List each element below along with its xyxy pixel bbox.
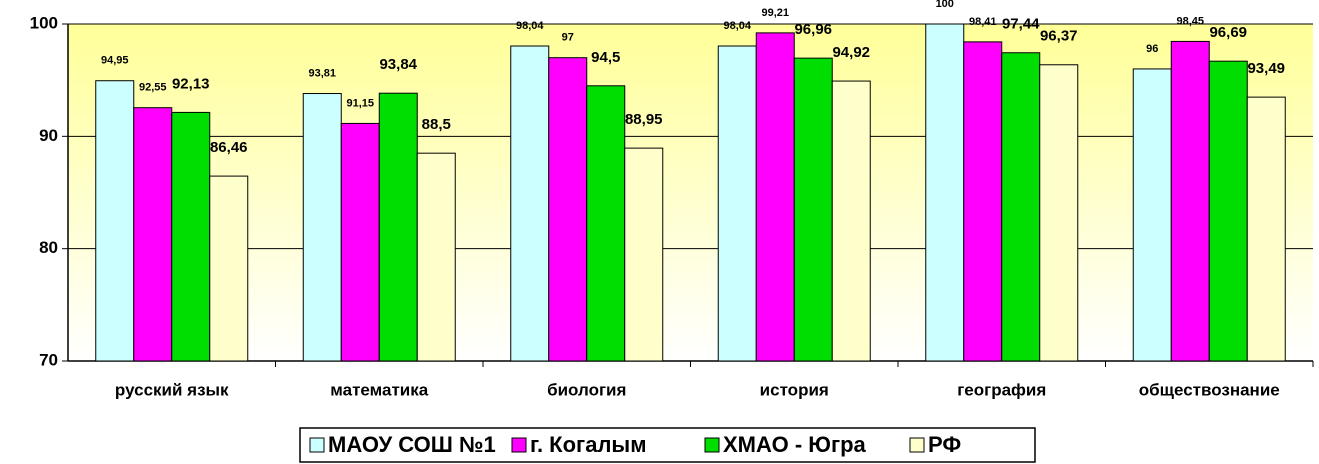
legend-swatch — [309, 437, 325, 453]
bar — [340, 122, 380, 362]
legend-label: ХМАО - Югра — [723, 432, 867, 457]
data-label: 91,15 — [346, 97, 374, 109]
x-tick-label: русский язык — [115, 380, 229, 399]
data-label: 94,5 — [591, 49, 620, 66]
data-label: 94,92 — [832, 44, 870, 61]
bar — [925, 23, 965, 362]
x-tick-label: история — [760, 380, 829, 399]
legend-swatch — [909, 437, 925, 453]
data-label: 98,45 — [1176, 15, 1204, 27]
x-tick-label: биология — [547, 380, 626, 399]
bar — [831, 80, 871, 362]
bar — [302, 93, 342, 362]
data-label: 97 — [562, 32, 574, 44]
bar — [95, 80, 135, 362]
data-label: 96,69 — [1209, 24, 1247, 41]
y-tick-label: 70 — [39, 350, 58, 369]
plot-area — [68, 24, 1313, 361]
bar — [1001, 52, 1041, 362]
bar — [586, 85, 626, 362]
data-label: 93,81 — [308, 67, 336, 79]
legend-label: МАОУ СОШ №1 — [328, 432, 496, 457]
bar — [755, 32, 795, 362]
bar — [1132, 68, 1172, 362]
legend-swatch — [704, 437, 720, 453]
bar — [1170, 40, 1210, 362]
bar — [793, 57, 833, 362]
legend-label: г. Когалым — [530, 432, 647, 457]
x-tick-label: география — [957, 380, 1046, 399]
data-label: 88,5 — [422, 116, 451, 133]
bar — [1208, 60, 1248, 362]
bar — [209, 175, 249, 362]
data-label: 93,84 — [379, 56, 417, 73]
legend-swatch — [511, 437, 527, 453]
bar — [133, 107, 173, 362]
bar — [548, 57, 588, 362]
data-label: 96 — [1146, 43, 1158, 55]
bar — [963, 41, 1003, 362]
bar — [510, 45, 550, 362]
data-label: 98,41 — [969, 16, 997, 28]
data-label: 96,37 — [1040, 28, 1078, 45]
data-label: 100 — [936, 0, 954, 10]
data-label: 93,49 — [1247, 60, 1285, 77]
bar — [1039, 64, 1079, 362]
data-label: 98,04 — [723, 20, 751, 32]
y-tick-label: 90 — [39, 126, 58, 145]
y-tick-label: 100 — [30, 13, 58, 32]
data-label: 88,95 — [625, 111, 663, 128]
legend-label: РФ — [928, 432, 961, 457]
data-label: 92,13 — [172, 75, 210, 92]
data-label: 94,95 — [101, 55, 129, 67]
bar — [171, 111, 211, 362]
bar — [416, 152, 456, 362]
bar — [717, 45, 757, 362]
x-tick-label: математика — [330, 380, 428, 399]
bar — [378, 92, 418, 362]
data-label: 96,96 — [794, 21, 832, 38]
data-label: 86,46 — [210, 139, 248, 156]
bar — [624, 147, 664, 362]
bar — [1246, 96, 1286, 362]
y-tick-label: 80 — [39, 238, 58, 257]
data-label: 97,44 — [1002, 16, 1040, 33]
data-label: 98,04 — [516, 20, 544, 32]
x-tick-label: обществознание — [1139, 380, 1280, 399]
data-label: 92,55 — [139, 82, 167, 94]
data-label: 99,21 — [761, 7, 789, 19]
